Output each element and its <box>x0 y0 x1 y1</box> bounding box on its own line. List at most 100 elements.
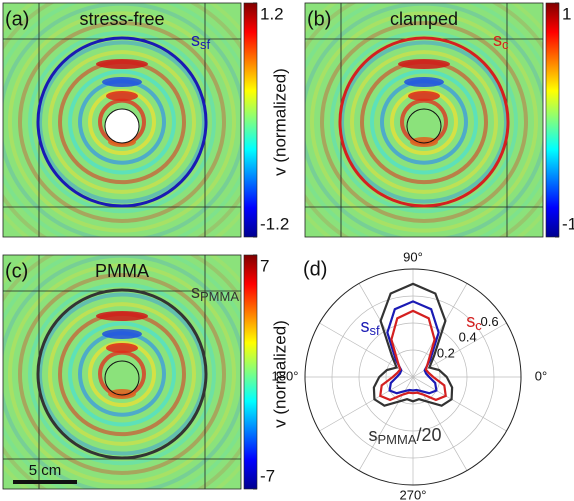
boundary-circle <box>338 36 510 208</box>
series-label: ssf <box>360 316 380 339</box>
angle-tick-label: 270° <box>400 487 427 501</box>
panel-label: (b) <box>307 8 331 30</box>
wave-ring <box>310 11 538 233</box>
wave-ring <box>370 69 478 175</box>
colorbar-tick-label: -1.2 <box>260 214 289 233</box>
polar-curve <box>372 282 454 407</box>
wave-ring <box>88 88 156 156</box>
panel-label: (c) <box>5 260 28 282</box>
series-label-sub: c <box>475 318 482 333</box>
radial-tick-label: 0.2 <box>437 346 455 361</box>
curve-label: ssf <box>191 30 211 53</box>
wave-lobe <box>96 311 148 321</box>
panel-title: clamped <box>390 9 458 29</box>
inclusion <box>104 108 140 144</box>
wave-lobe <box>408 91 440 101</box>
colorbar <box>243 2 258 238</box>
colorbar-tick-label: -7 <box>260 466 275 485</box>
wave-ring <box>88 340 156 408</box>
panel-title: PMMA <box>95 261 149 281</box>
wave-ring <box>48 302 196 446</box>
curve-label: sc <box>493 30 509 53</box>
colorbar <box>243 254 258 490</box>
wave-ring <box>18 273 226 475</box>
scalebar-label: 5 cm <box>29 462 62 479</box>
panel-label: (a) <box>5 8 29 30</box>
radial-tick-label: 0.6 <box>481 314 499 329</box>
radial-grid-line <box>385 349 441 405</box>
field-bg <box>305 3 543 237</box>
series-label-suffix: /20 <box>416 425 441 445</box>
wave-lobe <box>106 343 138 353</box>
wave-lobe <box>106 91 138 101</box>
panel-border <box>2 254 242 490</box>
wave-ring <box>3 255 241 489</box>
curve-label-sub: PMMA <box>200 289 239 304</box>
panel-border <box>304 2 544 238</box>
wave-ring <box>8 11 236 233</box>
angle-tick-label: 0° <box>535 368 547 383</box>
curve-label-main: s <box>191 30 200 50</box>
angle-tick-label: 90° <box>403 249 423 264</box>
series-label: sc <box>466 311 482 334</box>
polar-frame <box>304 268 522 486</box>
wave-lobe <box>102 329 142 339</box>
panel-border <box>2 2 242 238</box>
colorbar-tick-label: 1.2 <box>260 4 284 23</box>
wave-ring <box>48 50 196 194</box>
series-label-sub: sf <box>369 323 380 338</box>
wave-ring <box>68 321 176 427</box>
curve-label-main: s <box>493 30 502 50</box>
wave-ring <box>38 292 206 456</box>
colorbar-tick-label: -1 <box>562 214 574 233</box>
colorbar-label: v (normalized) <box>270 320 289 428</box>
wave-lobe <box>410 137 438 147</box>
colorbar-label: v (normalized) <box>572 68 574 176</box>
series-label-main: s <box>466 311 475 331</box>
wave-ring <box>350 50 498 194</box>
panel-label: (d) <box>303 258 327 280</box>
radial-grid-line <box>331 295 495 459</box>
colorbar-tick-label: 1 <box>562 4 571 23</box>
wave-lobe <box>398 59 450 69</box>
radial-grid-line <box>358 322 468 432</box>
wave-ring <box>340 40 508 204</box>
wave-ring <box>28 282 216 466</box>
colorbar-label: v (normalized) <box>270 68 289 176</box>
polar-curve <box>379 309 447 402</box>
field-image <box>3 255 241 489</box>
wave-ring <box>8 263 236 485</box>
wave-lobe <box>108 389 136 399</box>
scalebar <box>13 480 77 484</box>
curve-label-sub: sf <box>200 37 211 52</box>
polar-curve <box>386 300 440 395</box>
wave-ring <box>38 40 206 204</box>
wave-lobe <box>102 77 142 87</box>
inclusion <box>406 108 442 144</box>
boundary-circle <box>36 288 208 460</box>
wave-ring <box>390 88 458 156</box>
wave-ring <box>305 3 543 237</box>
series-label-main: s <box>368 425 377 445</box>
curve-label-sub: c <box>502 37 509 52</box>
field-image <box>305 3 543 237</box>
panel-title: stress-free <box>79 9 164 29</box>
curve-label: sPMMA <box>191 282 239 305</box>
curve-label-main: s <box>191 282 200 302</box>
wave-ring <box>18 21 226 223</box>
boundary-circle <box>36 36 208 208</box>
inclusion <box>104 360 140 396</box>
colorbar <box>545 2 560 238</box>
wave-ring <box>320 21 528 223</box>
colorbar-tick-label: 7 <box>260 256 269 275</box>
series-label-sub: PMMA <box>377 432 416 447</box>
field-image <box>3 3 241 237</box>
angle-tick-label: 180° <box>272 368 299 383</box>
series-label: sPMMA/20 <box>368 425 441 448</box>
wave-ring <box>330 30 518 214</box>
wave-ring <box>3 3 241 237</box>
wave-lobe <box>404 77 444 87</box>
field-bg <box>3 255 241 489</box>
wave-ring <box>28 30 216 214</box>
